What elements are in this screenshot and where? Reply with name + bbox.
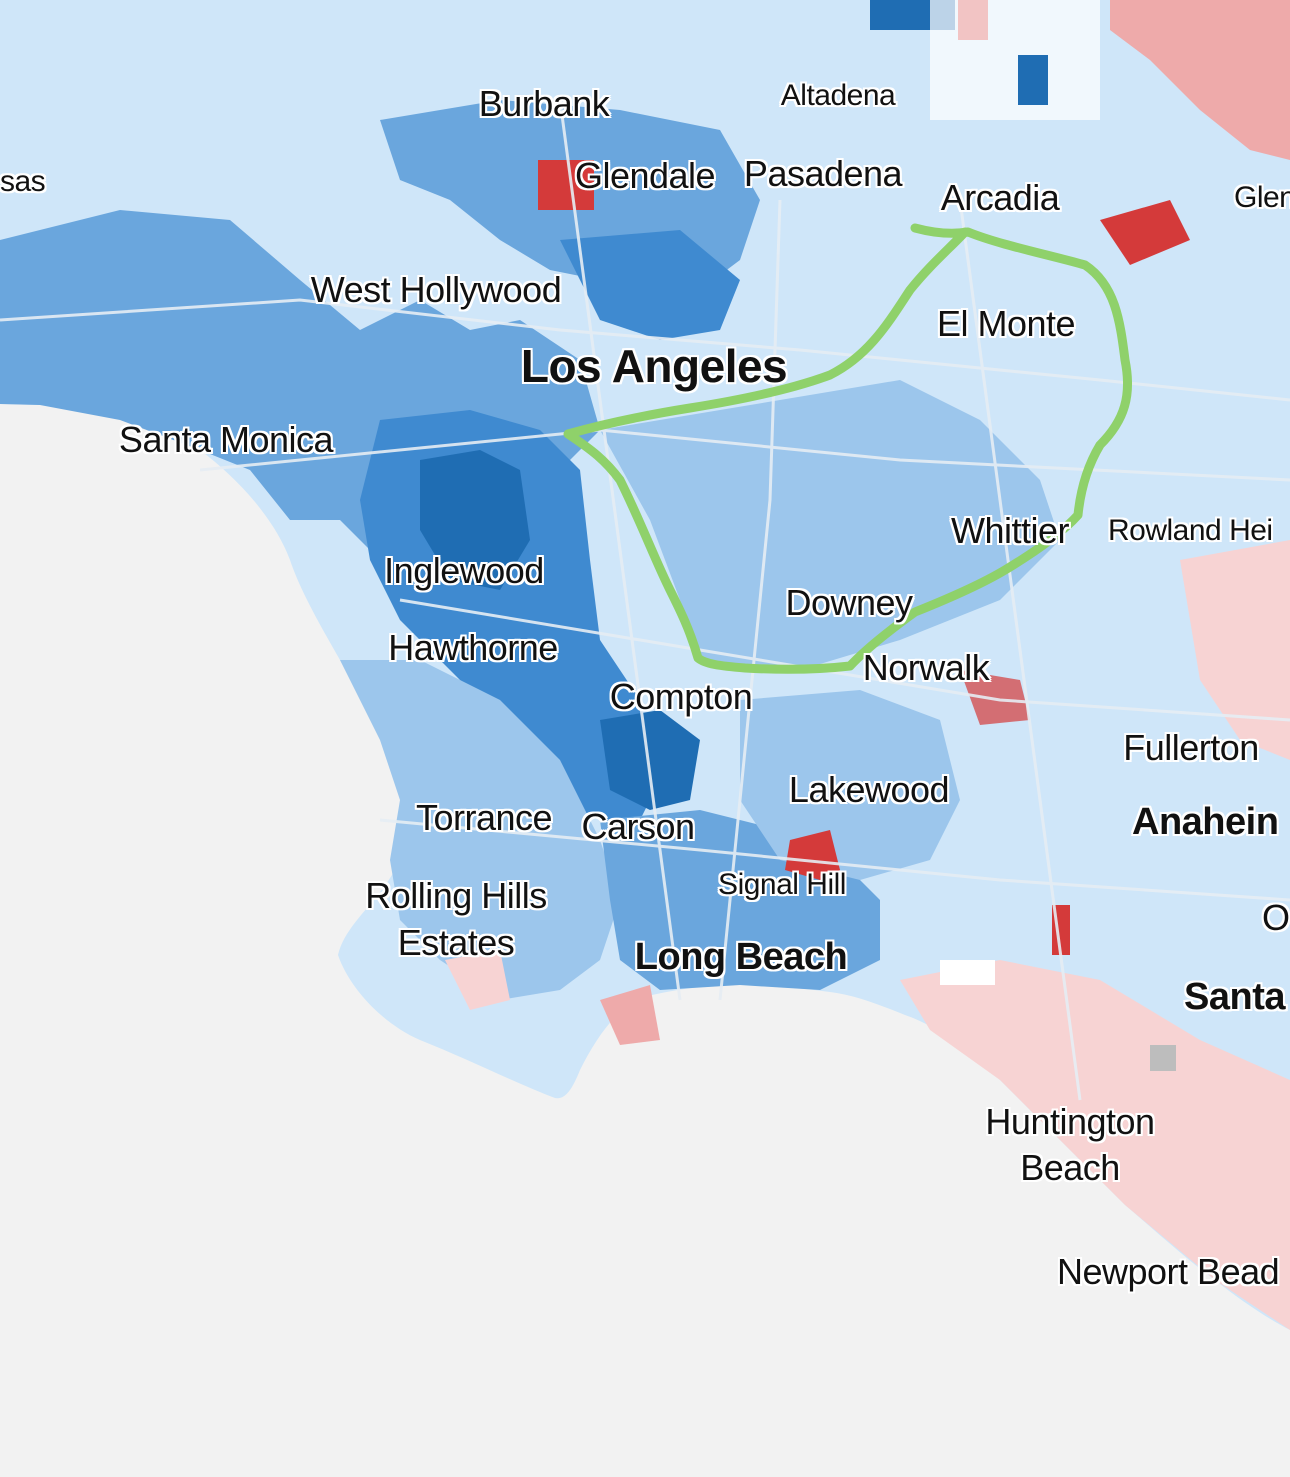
district-blue-east: [1018, 55, 1048, 105]
city-label-rolling-hills-estates: Estates: [397, 922, 515, 963]
city-label-compton: Compton: [609, 676, 753, 717]
district-mountains: [930, 0, 1100, 120]
city-label-anaheim: Anahein: [1132, 801, 1279, 843]
city-label-carson: Carson: [581, 806, 695, 847]
city-label-norwalk: Norwalk: [862, 647, 990, 688]
city-label-downey: Downey: [785, 582, 913, 623]
district-rep-palos-verdes: [445, 950, 510, 1010]
city-label-glendale: Glendale: [574, 155, 716, 196]
city-label-arcadia: Arcadia: [940, 177, 1060, 218]
city-label-glendora: Glen: [1234, 181, 1290, 214]
district-lakewood: [740, 690, 960, 880]
district-rep-norwalk-east: [960, 670, 1030, 725]
city-label-el-monte: El Monte: [936, 303, 1076, 344]
district-white: [940, 960, 995, 985]
district-compton: [600, 710, 700, 810]
city-label-huntington: Huntington: [985, 1101, 1155, 1142]
city-label-long-beach: Long Beach: [634, 936, 848, 978]
city-label-burbank: Burbank: [478, 83, 610, 124]
district-rep-northeast: [1110, 0, 1290, 160]
city-label-rowland-heights: Rowland Hei: [1108, 514, 1273, 547]
city-label-rolling-hills: Rolling Hills: [365, 875, 547, 916]
district-rep-signal-hill: [785, 830, 840, 880]
road-network: [0, 99, 1290, 1101]
city-label-torrance: Torrance: [415, 797, 553, 838]
city-label-hawthorne: Hawthorne: [388, 627, 558, 668]
annotation-outline: [563, 223, 1132, 674]
district-no-data: [1150, 1045, 1176, 1071]
district-inglewood: [420, 450, 530, 590]
district-rep-harbor: [600, 985, 660, 1045]
district-rep-orange-county: [900, 960, 1290, 1330]
city-label-inglewood: Inglewood: [384, 550, 544, 591]
district-downtown: [560, 230, 740, 340]
district-red-glendale: [538, 160, 594, 210]
city-label-west-hollywood: West Hollywood: [310, 269, 562, 310]
district-rep-orange-east: [1180, 540, 1290, 760]
city-label-fullerton: Fullerton: [1123, 727, 1259, 768]
city-label-lakewood: Lakewood: [788, 769, 950, 810]
city-label-altadena: Altadena: [780, 79, 896, 112]
city-label-huntington-beach: Beach: [1020, 1147, 1120, 1188]
city-label-calabasas: sas: [0, 165, 46, 198]
city-label-orange: O: [1262, 897, 1290, 938]
city-label-santa-ana: Santa: [1184, 976, 1285, 1018]
city-label-signal-hill: Signal Hill: [718, 868, 846, 901]
city-label-santa-monica: Santa Monica: [118, 419, 334, 460]
city-label-pasadena: Pasadena: [743, 153, 903, 194]
city-label-whittier: Whittier: [950, 510, 1070, 551]
district-rep-whittier-hills: [1100, 200, 1190, 265]
city-label-los-angeles: Los Angeles: [520, 340, 788, 392]
city-label-newport-beach: Newport Bead: [1057, 1251, 1280, 1292]
